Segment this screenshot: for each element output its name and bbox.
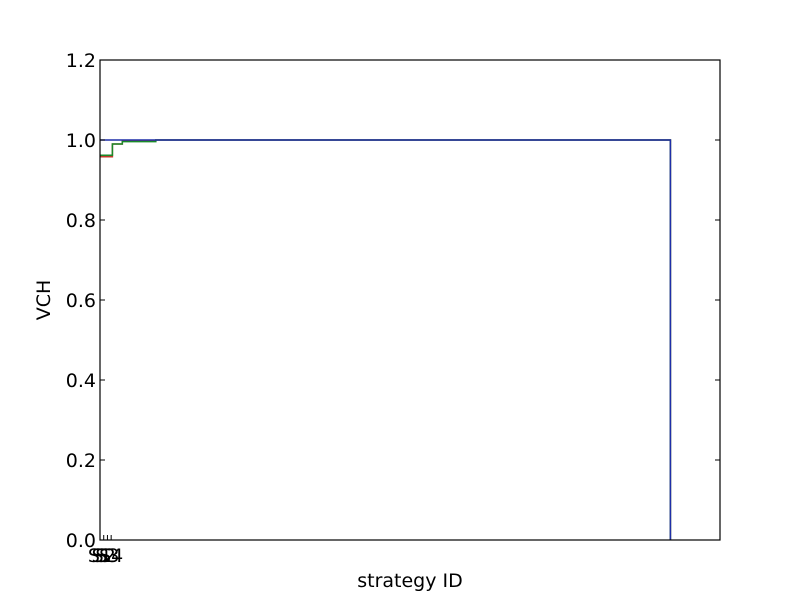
- y-tick-label: 0.0: [66, 530, 96, 552]
- y-tick-label: 0.6: [66, 290, 96, 312]
- series-layer: [100, 139, 672, 540]
- x-tick-label: S2: [92, 545, 116, 567]
- y-tick-label: 0.8: [66, 210, 96, 232]
- x-axis-label: strategy ID: [357, 570, 463, 592]
- x-tick-label: S1: [88, 545, 112, 567]
- y-tick-label: 0.2: [66, 450, 96, 472]
- y-tick-label: 1.2: [66, 50, 96, 72]
- series-line-3: [100, 139, 672, 540]
- plot-frame: [99, 59, 721, 541]
- x-tick-label: S4: [99, 545, 123, 567]
- y-tick-label: 1.0: [66, 130, 96, 152]
- x-tick-label: S3: [95, 545, 119, 567]
- y-axis-label: VCH: [33, 280, 55, 321]
- y-axis-ticks: 0.0 0.2 0.4 0.6 0.8 1.0 1.2: [66, 50, 720, 552]
- y-tick-label: 0.4: [66, 370, 96, 392]
- plot-area: [100, 60, 720, 540]
